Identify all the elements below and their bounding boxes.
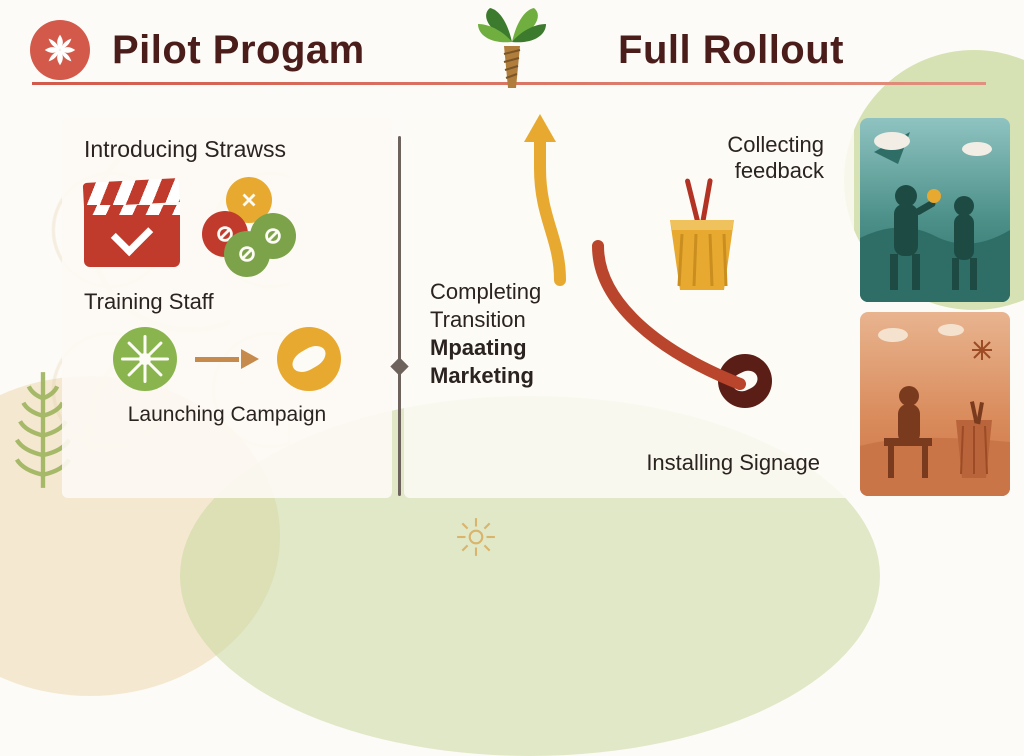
title-pilot: Pilot Progam [112, 28, 365, 73]
tl4: Marketing [430, 362, 541, 390]
feedback-label: Collecting feedback [727, 132, 824, 185]
clapperboard-icon [84, 183, 180, 267]
ill-orange [860, 312, 1010, 496]
pilot-panel: Introducing Strawss Training Staff Launc… [62, 118, 392, 498]
badge-logo-icon [30, 20, 90, 80]
arrow-down-curve-icon [590, 238, 790, 418]
green-wheel-icon [113, 327, 177, 391]
ill-teal [860, 118, 1010, 302]
transition-block: Completing Transition Mpaating Marketing [430, 278, 541, 391]
signage-label: Installing Signage [646, 450, 820, 476]
sun-icon [455, 516, 497, 558]
arrow-right-icon [195, 349, 259, 369]
launching-caption: Launching Campaign [84, 403, 370, 427]
tl3: Mpaating [430, 334, 541, 362]
rollout-panel: Collecting feedback Completing Transitio… [404, 118, 854, 498]
orange-coin-icon [277, 327, 341, 391]
feedback-l1: Collecting [727, 132, 824, 157]
vertical-divider [398, 136, 401, 496]
coin-cluster-icon [202, 177, 312, 273]
palm-tree-icon [472, 2, 552, 92]
feedback-l2: feedback [735, 158, 824, 183]
card-title-training: Training Staff [84, 289, 370, 315]
title-rollout: Full Rollout [618, 28, 844, 73]
arrow-up-curve-icon [500, 108, 580, 288]
tl2: Transition [430, 306, 541, 334]
side-illustrations [860, 118, 1010, 496]
card-title-straws: Introducing Strawss [84, 136, 370, 163]
